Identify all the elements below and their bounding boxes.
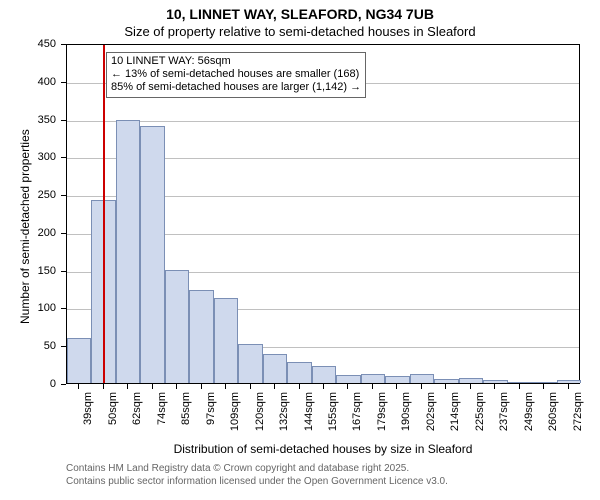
histogram-bar [214, 298, 238, 383]
xtick-label: 74sqm [156, 392, 168, 425]
histogram-bar [459, 378, 483, 383]
xtick-mark [152, 384, 153, 389]
xtick-mark [347, 384, 348, 389]
xtick-label: 260sqm [547, 392, 559, 431]
xtick-label: 190sqm [400, 392, 412, 431]
xtick-label: 109sqm [229, 392, 241, 431]
histogram-bar [385, 376, 409, 383]
xtick-label: 179sqm [376, 392, 388, 431]
ytick-label: 450 [0, 38, 56, 50]
footer-line2: Contains public sector information licen… [66, 475, 448, 488]
xtick-label: 132sqm [278, 392, 290, 431]
xtick-mark [176, 384, 177, 389]
ytick-label: 400 [0, 76, 56, 88]
xtick-label: 237sqm [498, 392, 510, 431]
histogram-bar [140, 126, 164, 383]
callout-line1: 10 LINNET WAY: 56sqm [111, 55, 361, 68]
histogram-bar [508, 382, 532, 383]
xtick-mark [396, 384, 397, 389]
ytick-label: 150 [0, 265, 56, 277]
chart-subtitle: Size of property relative to semi-detach… [0, 24, 600, 39]
xtick-mark [250, 384, 251, 389]
chart-container: 10, LINNET WAY, SLEAFORD, NG34 7UB Size … [0, 0, 600, 500]
histogram-bar [532, 382, 556, 383]
footer-attribution: Contains HM Land Registry data © Crown c… [66, 462, 448, 488]
histogram-bar [557, 380, 581, 383]
xtick-mark [78, 384, 79, 389]
callout-line2: ← 13% of semi-detached houses are smalle… [111, 68, 361, 81]
histogram-bar [238, 344, 262, 383]
ytick-mark [61, 271, 66, 272]
xtick-mark [494, 384, 495, 389]
histogram-bar [483, 380, 507, 383]
ytick-mark [61, 195, 66, 196]
ytick-mark [61, 120, 66, 121]
xtick-mark [421, 384, 422, 389]
xtick-mark [103, 384, 104, 389]
xtick-label: 155sqm [327, 392, 339, 431]
xtick-mark [470, 384, 471, 389]
xtick-label: 62sqm [131, 392, 143, 425]
xtick-label: 39sqm [82, 392, 94, 425]
xtick-mark [225, 384, 226, 389]
footer-line1: Contains HM Land Registry data © Crown c… [66, 462, 448, 475]
ytick-label: 200 [0, 227, 56, 239]
ytick-label: 50 [0, 340, 56, 352]
x-axis-label: Distribution of semi-detached houses by … [66, 442, 580, 456]
ytick-mark [61, 157, 66, 158]
ytick-mark [61, 233, 66, 234]
xtick-mark [323, 384, 324, 389]
xtick-mark [299, 384, 300, 389]
xtick-label: 144sqm [303, 392, 315, 431]
ytick-mark [61, 308, 66, 309]
ytick-mark [61, 346, 66, 347]
xtick-mark [372, 384, 373, 389]
histogram-bar [336, 375, 360, 383]
ytick-mark [61, 82, 66, 83]
histogram-bar [361, 374, 385, 383]
reference-line [103, 45, 105, 383]
histogram-bar [67, 338, 91, 383]
histogram-bar [287, 362, 311, 383]
callout-line3: 85% of semi-detached houses are larger (… [111, 81, 361, 94]
xtick-label: 85sqm [180, 392, 192, 425]
histogram-bar [410, 374, 434, 383]
xtick-label: 50sqm [107, 392, 119, 425]
histogram-bar [165, 270, 189, 383]
chart-title: 10, LINNET WAY, SLEAFORD, NG34 7UB [0, 6, 600, 22]
ytick-label: 100 [0, 302, 56, 314]
xtick-mark [519, 384, 520, 389]
histogram-bar [312, 366, 336, 383]
xtick-mark [445, 384, 446, 389]
xtick-label: 249sqm [523, 392, 535, 431]
xtick-label: 214sqm [449, 392, 461, 431]
xtick-mark [201, 384, 202, 389]
histogram-bar [116, 120, 140, 383]
ytick-label: 350 [0, 114, 56, 126]
gridline [67, 121, 579, 122]
xtick-label: 167sqm [351, 392, 363, 431]
xtick-label: 202sqm [425, 392, 437, 431]
ytick-label: 250 [0, 189, 56, 201]
xtick-mark [568, 384, 569, 389]
xtick-label: 225sqm [474, 392, 486, 431]
xtick-mark [543, 384, 544, 389]
ytick-label: 300 [0, 151, 56, 163]
histogram-bar [189, 290, 213, 383]
xtick-label: 272sqm [572, 392, 584, 431]
histogram-bar [434, 379, 458, 383]
xtick-label: 97sqm [205, 392, 217, 425]
ytick-mark [61, 44, 66, 45]
xtick-label: 120sqm [254, 392, 266, 431]
ytick-label: 0 [0, 378, 56, 390]
ytick-mark [61, 384, 66, 385]
histogram-bar [263, 354, 287, 383]
xtick-mark [274, 384, 275, 389]
callout-box: 10 LINNET WAY: 56sqm ← 13% of semi-detac… [106, 52, 366, 98]
xtick-mark [127, 384, 128, 389]
